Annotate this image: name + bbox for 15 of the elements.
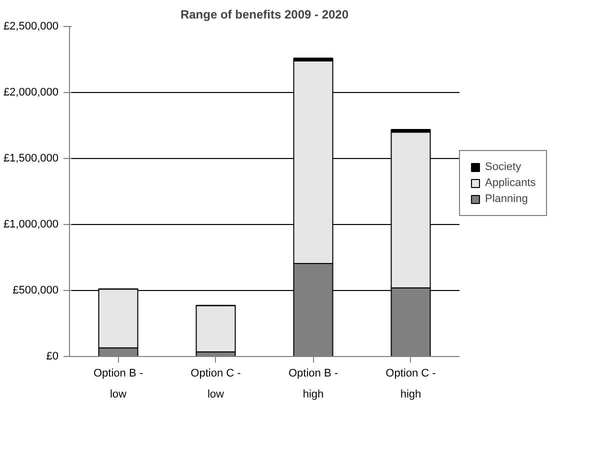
category-label: Option B - high [288, 368, 338, 400]
category-label: Option B - low [93, 368, 144, 400]
category-label: Option C - low [190, 368, 241, 400]
y-tick-label: £500,000 [12, 284, 59, 296]
y-tick-label: £1,500,000 [3, 152, 59, 164]
legend-label: Planning [485, 193, 528, 205]
bar [196, 305, 236, 352]
y-tick-label: £2,500,000 [3, 20, 59, 32]
y-tick-label: £1,000,000 [3, 218, 59, 230]
category-label: Option C - high [386, 368, 436, 400]
y-tick-label: £0 [46, 350, 59, 362]
legend-label: Society [485, 161, 522, 173]
legend-label: Applicants [485, 177, 536, 189]
chart-title: Range of benefits 2009 - 2020 [180, 8, 349, 22]
y-tick-label: £2,000,000 [3, 86, 59, 98]
